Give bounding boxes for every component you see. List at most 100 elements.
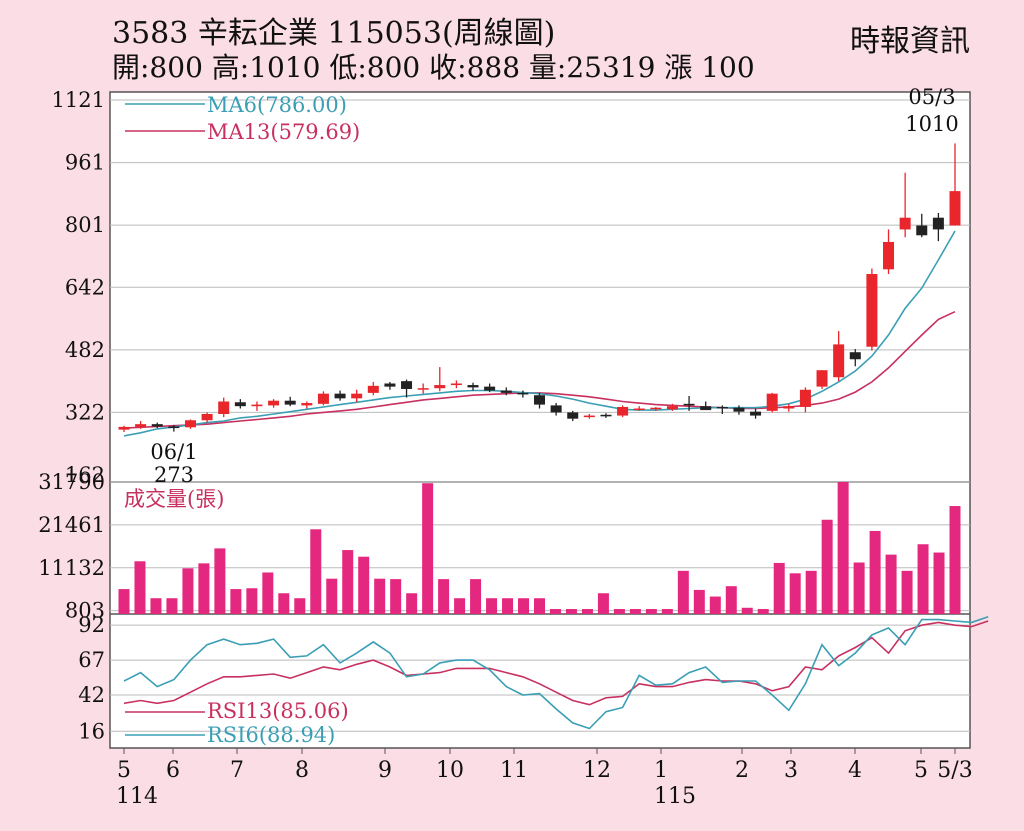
y-tick-label: 67 bbox=[78, 648, 105, 672]
candle-body bbox=[916, 225, 928, 236]
candle-body bbox=[733, 407, 745, 412]
candle-body bbox=[833, 344, 845, 378]
ohlc-summary: 開:800 高:1010 低:800 收:888 量:25319 漲 100 bbox=[112, 51, 755, 84]
candle-body bbox=[716, 406, 728, 409]
candle-body bbox=[234, 402, 246, 407]
volume-bar bbox=[597, 593, 609, 614]
volume-bar bbox=[310, 529, 322, 614]
candle-body bbox=[184, 420, 196, 428]
volume-bar bbox=[374, 578, 386, 614]
candle-body bbox=[251, 404, 263, 407]
volume-bar bbox=[246, 588, 258, 614]
volume-bar bbox=[933, 552, 945, 614]
candle-body bbox=[284, 400, 296, 405]
volume-bar bbox=[470, 579, 482, 614]
y-tick-label: 11132 bbox=[38, 556, 105, 580]
candle-body bbox=[583, 415, 595, 418]
candle-body bbox=[783, 406, 795, 409]
volume-bar bbox=[885, 554, 897, 614]
y-tick-label: 482 bbox=[65, 338, 105, 362]
volume-bar bbox=[342, 550, 354, 614]
x-tick-label: 1 bbox=[654, 758, 668, 783]
x-tick-label: 10 bbox=[436, 758, 464, 783]
volume-bar bbox=[805, 570, 817, 614]
candle-body bbox=[334, 393, 346, 399]
candle-body bbox=[484, 386, 496, 391]
volume-bar bbox=[326, 578, 338, 614]
rsi6-line bbox=[123, 616, 989, 730]
candle-body bbox=[816, 370, 828, 387]
annotation-high-value: 1010 bbox=[905, 112, 958, 136]
candle-body bbox=[883, 241, 895, 270]
volume-bar bbox=[949, 506, 961, 614]
volume-bar bbox=[358, 556, 370, 614]
candle-body bbox=[932, 217, 944, 230]
legend-ma6: MA6(786.00) bbox=[207, 93, 347, 117]
x-tick-label: 2 bbox=[735, 758, 749, 783]
volume-bar bbox=[661, 609, 673, 614]
volume-title: 成交量(張) bbox=[124, 487, 224, 511]
volume-bar bbox=[741, 607, 753, 614]
volume-bar bbox=[166, 598, 178, 614]
candle-body bbox=[384, 383, 396, 387]
volume-bar bbox=[390, 579, 402, 614]
volume-bar bbox=[134, 561, 146, 614]
x-tick-label: 3 bbox=[784, 758, 798, 783]
candle-body bbox=[666, 406, 678, 410]
volume-bar bbox=[549, 609, 561, 614]
volume-bar bbox=[534, 598, 545, 614]
y-tick-label: 31790 bbox=[38, 470, 105, 494]
candle-body bbox=[534, 395, 545, 405]
y-tick-label: 42 bbox=[78, 683, 105, 707]
y-tick-label: 322 bbox=[65, 400, 105, 424]
volume-bar bbox=[278, 593, 290, 614]
annotation-low-value: 273 bbox=[154, 463, 194, 487]
volume-bar bbox=[757, 609, 769, 614]
x-tick-label: 9 bbox=[378, 758, 392, 783]
candle-body bbox=[317, 393, 329, 404]
volume-bar bbox=[486, 598, 498, 614]
volume-bar bbox=[613, 609, 625, 614]
candle-body bbox=[500, 390, 512, 393]
volume-bar bbox=[725, 586, 737, 614]
y-tick-label: 961 bbox=[65, 151, 105, 175]
volume-bar bbox=[438, 579, 450, 614]
y-tick-label: 803 bbox=[65, 599, 105, 623]
candle-body bbox=[118, 426, 130, 430]
y-tick-label: 16 bbox=[78, 719, 105, 743]
x-tick-label: 11 bbox=[500, 758, 528, 783]
candle-body bbox=[700, 406, 712, 411]
x-tick-label: 4 bbox=[848, 758, 862, 783]
candle-body bbox=[401, 381, 413, 389]
legend-ma13: MA13(579.69) bbox=[207, 120, 360, 144]
candle-body bbox=[417, 388, 429, 390]
candle-body bbox=[151, 424, 163, 427]
volume-bar bbox=[502, 598, 514, 614]
candle-body bbox=[683, 403, 695, 406]
candle-body bbox=[367, 385, 379, 393]
volume-bar bbox=[518, 598, 530, 614]
year-label: 114 bbox=[116, 784, 158, 809]
candle-body bbox=[567, 412, 579, 419]
x-tick-label: 5 bbox=[914, 758, 928, 783]
volume-bar bbox=[917, 544, 929, 614]
volume-bar bbox=[821, 519, 833, 614]
y-tick-label: 801 bbox=[65, 213, 105, 237]
candle-body bbox=[799, 389, 811, 407]
plot-area bbox=[109, 91, 971, 749]
candle-body bbox=[168, 426, 180, 429]
y-tick-label: 21461 bbox=[38, 513, 105, 537]
candle-body bbox=[766, 393, 778, 411]
x-tick-label: 5 bbox=[117, 758, 131, 783]
rsi13-line bbox=[123, 620, 989, 706]
volume-bar bbox=[709, 596, 721, 614]
volume-bar bbox=[901, 570, 913, 614]
candle-body bbox=[600, 414, 612, 417]
candle-body bbox=[899, 217, 911, 230]
candle-body bbox=[467, 385, 479, 388]
candle-body bbox=[301, 403, 313, 406]
volume-bar bbox=[837, 482, 849, 614]
volume-bar bbox=[789, 573, 801, 614]
candle-body bbox=[650, 407, 662, 410]
